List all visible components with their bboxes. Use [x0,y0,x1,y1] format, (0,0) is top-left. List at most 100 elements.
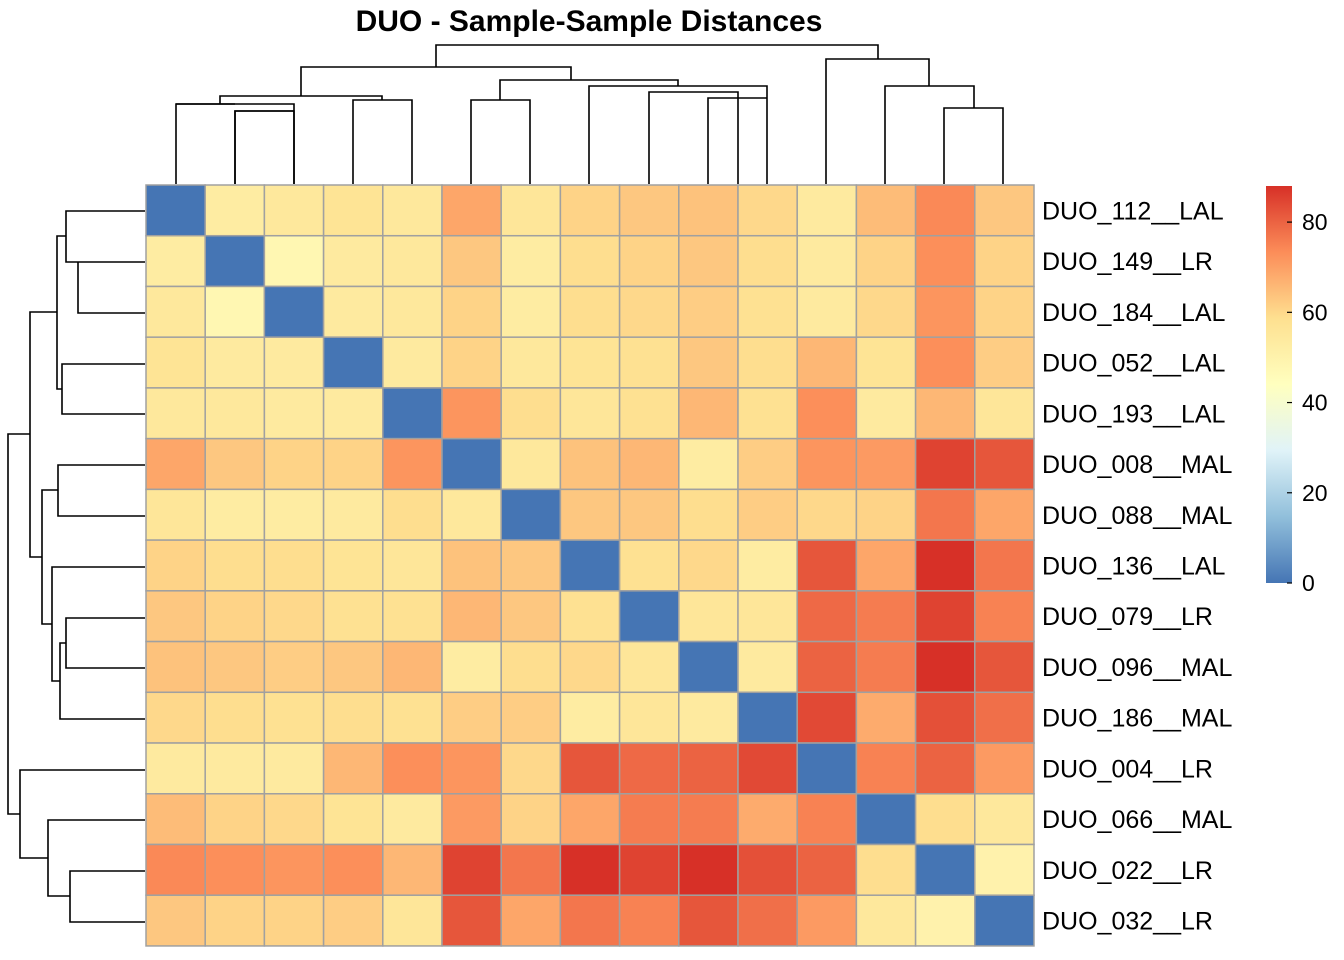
heatmap-cell [855,691,917,744]
heatmap-cell [796,437,858,491]
col-dendro-branch [588,85,768,184]
heatmap-cell [618,590,680,643]
row-label: DUO_193__LAL [1042,400,1226,428]
heatmap-cell [263,234,325,288]
legend-tick-label: 20 [1302,480,1328,506]
heatmap-cell [322,590,384,643]
heatmap-cell [382,285,443,338]
heatmap-cell [322,793,384,846]
heatmap-cell [678,742,739,795]
heatmap-cell [796,336,858,389]
heatmap-cell [441,285,502,338]
heatmap-cell [500,539,562,592]
heatmap-cell [737,234,798,288]
heatmap-cell [500,691,562,744]
heatmap-cell [382,894,443,947]
heatmap-cell [855,184,917,237]
heatmap-cell [145,234,206,288]
heatmap-cell [382,387,443,440]
heatmap-cell [974,539,1035,592]
heatmap-cell [382,691,443,744]
heatmap-cell [441,488,502,541]
heatmap-cell [263,793,325,846]
heatmap-cell [322,488,384,541]
heatmap-cell [914,691,976,744]
row-dendro-branch [69,870,145,923]
heatmap-cell [855,539,917,592]
chart-title: DUO - Sample-Sample Distances [356,5,823,38]
heatmap-cell [500,742,562,795]
heatmap-cell [559,437,621,491]
heatmap-cell [441,184,502,237]
heatmap-cell [204,640,266,694]
heatmap-cell [618,894,680,947]
heatmap-cell [618,539,680,592]
heatmap-cell [441,793,502,846]
row-dendro-branch [19,769,145,859]
heatmap-cell [855,640,917,694]
heatmap-cell [974,640,1035,694]
heatmap-cell [855,488,917,541]
heatmap-cell [263,590,325,643]
heatmap-cell [974,437,1035,491]
heatmap-cell [145,843,206,896]
column-dendrogram [175,44,1004,184]
heatmap-cell [559,640,621,694]
heatmap-cell [382,184,443,237]
heatmap-cell [974,336,1035,389]
heatmap-cell [974,234,1035,288]
heatmap-cell [441,742,502,795]
col-dendro-branch [499,79,679,100]
heatmap-cell [914,285,976,338]
heatmap-cell [737,640,798,694]
row-label: DUO_032__LR [1042,908,1213,936]
legend-tick-label: 60 [1302,299,1328,325]
legend-tick-label: 80 [1302,209,1328,235]
heatmap-cell [500,437,562,491]
heatmap-cell [678,234,739,288]
heatmap-cell [263,437,325,491]
heatmap-cell [618,285,680,338]
heatmap-cell [796,691,858,744]
heatmap-cell [500,488,562,541]
heatmap-cell [322,691,384,744]
heatmap-cell [500,590,562,643]
heatmap-cell [678,387,739,440]
heatmap-cell [382,539,443,592]
col-dendro-branch [825,58,930,184]
heatmap-cell [441,234,502,288]
row-label: DUO_112__LAL [1042,197,1224,225]
heatmap-cell [914,437,976,491]
heatmap-cell [204,590,266,643]
heatmap-cell [441,336,502,389]
heatmap-cell [855,285,917,338]
heatmap-cell [204,691,266,744]
heatmap-cell [500,793,562,846]
heatmap-cell [263,691,325,744]
heatmap-cell [145,590,206,643]
heatmap-cell [559,894,621,947]
heatmap-cell [855,793,917,846]
heatmap-cell [382,742,443,795]
heatmap-cell [914,894,976,947]
heatmap-cell [737,184,798,237]
heatmap-cell [737,387,798,440]
heatmap-cell [322,184,384,237]
legend-tick-label: 0 [1302,570,1315,596]
heatmap-cell [441,640,502,694]
heatmap-cell [145,488,206,541]
heatmap-cell [441,843,502,896]
heatmap-cell [559,234,621,288]
heatmap-cell [618,184,680,237]
heatmap-cell [145,742,206,795]
heatmap-cell [855,387,917,440]
heatmap-cell [618,234,680,288]
heatmap-cell [441,387,502,440]
heatmap-cell [678,894,739,947]
heatmap-cell [441,437,502,491]
heatmap-cell [855,336,917,389]
heatmap-cell [618,336,680,389]
heatmap-cell [737,539,798,592]
row-dendro-branch [57,464,145,517]
